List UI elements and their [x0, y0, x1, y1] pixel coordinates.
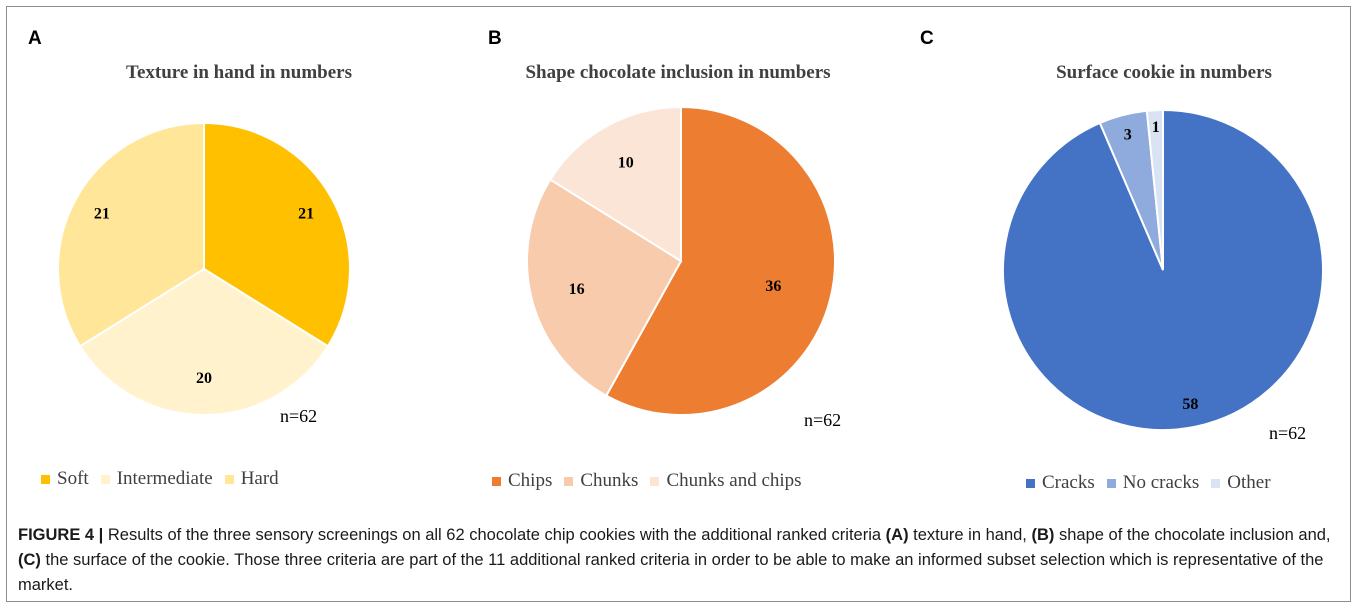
- chart-title: Texture in hand in numbers: [126, 62, 352, 83]
- pie-slice-chunks: [526, 178, 683, 398]
- data-label: 16: [569, 281, 585, 298]
- legend-label: No cracks: [1122, 472, 1200, 493]
- legend-label: Soft: [57, 468, 89, 489]
- legend-swatch: [492, 476, 501, 486]
- data-label: 1: [1152, 119, 1160, 136]
- pie-slice-chunks-and-chips: [548, 105, 682, 263]
- sample-size-label: n=62: [1269, 423, 1307, 443]
- caption-part: shape of the chocolate inclusion and,: [1054, 526, 1331, 544]
- panel-a: A Texture in hand in numbers 21 20 21 n=62…: [22, 8, 462, 508]
- legend-swatch: [41, 474, 50, 484]
- sample-size-label: n=62: [280, 406, 318, 426]
- legend-label: Chunks: [580, 470, 639, 491]
- pie-slice-other: [1145, 108, 1164, 271]
- legend-item-other: Other: [1211, 472, 1271, 494]
- legend-swatch: [224, 474, 234, 484]
- data-label: 21: [94, 205, 110, 222]
- legend-item-chunks: Chunks: [564, 470, 638, 492]
- chart-title: Shape chocolate inclusion in numbers: [525, 62, 831, 83]
- legend-label: Chunks and chips: [666, 470, 802, 491]
- panel-letter: A: [28, 28, 42, 49]
- figure-frame: [6, 6, 1351, 602]
- legend-swatch: [1026, 478, 1035, 488]
- data-label: 3: [1124, 127, 1132, 144]
- pie-chart: 36 16 10: [526, 105, 836, 416]
- data-label: 10: [618, 154, 634, 171]
- legend-label: Hard: [240, 468, 279, 489]
- caption-body: Results of the three sensory screenings …: [18, 526, 1331, 594]
- legend: Cracks No cracks Other: [1026, 472, 1283, 494]
- panel-letter: B: [488, 28, 502, 49]
- legend-swatch: [1106, 478, 1116, 488]
- data-label: 36: [765, 278, 781, 295]
- pie-slice-hard: [57, 121, 205, 348]
- legend-swatch: [564, 476, 574, 486]
- pie-chart: 58 3 1: [1002, 108, 1324, 431]
- sample-size-label: n=62: [804, 410, 842, 430]
- panel-c: C Surface cookie in numbers 58 3 1 n=62 Cr…: [920, 8, 1357, 508]
- legend-item-chunks-and-chips: Chunks and chips: [650, 470, 802, 492]
- legend-swatch: [650, 476, 660, 486]
- caption-part: (A): [885, 526, 909, 544]
- data-label: 20: [196, 370, 212, 387]
- legend-swatch: [100, 474, 110, 484]
- legend-swatch: [1211, 478, 1221, 488]
- pie-chart: 21 20 21: [57, 121, 351, 416]
- data-label: 58: [1182, 396, 1198, 413]
- legend-item-intermediate: Intermediate: [100, 468, 213, 490]
- figure-caption: FIGURE 4 | Results of the three sensory …: [18, 523, 1338, 598]
- legend-item-cracks: Cracks: [1026, 472, 1095, 494]
- caption-part: Results of the three sensory screenings …: [103, 526, 886, 544]
- chart-title: Surface cookie in numbers: [1056, 62, 1272, 83]
- legend: Soft Intermediate Hard: [41, 468, 291, 490]
- panel-b: B Shape chocolate inclusion in numbers 3…: [476, 8, 916, 508]
- legend-item-chips: Chips: [492, 470, 552, 492]
- legend: Chips Chunks Chunks and chips: [492, 470, 814, 492]
- caption-part: (B): [1031, 526, 1055, 544]
- figure-label: FIGURE 4 |: [18, 526, 104, 544]
- legend-item-hard: Hard: [224, 468, 279, 490]
- pie-slice-soft: [203, 121, 351, 348]
- data-label: 21: [298, 205, 314, 222]
- legend-label: Intermediate: [116, 468, 213, 489]
- legend-label: Other: [1227, 472, 1271, 493]
- caption-part: (C): [18, 551, 41, 569]
- legend-item-soft: Soft: [41, 468, 89, 490]
- caption-part: texture in hand,: [908, 526, 1032, 544]
- legend-item-no-cracks: No cracks: [1106, 472, 1200, 494]
- pie-slice-chips: [604, 105, 836, 416]
- legend-label: Chips: [508, 470, 553, 491]
- pie-slice-intermediate: [78, 267, 330, 416]
- panel-letter: C: [920, 28, 934, 49]
- legend-label: Cracks: [1042, 472, 1095, 493]
- caption-part: the surface of the cookie. Those three c…: [18, 551, 1324, 594]
